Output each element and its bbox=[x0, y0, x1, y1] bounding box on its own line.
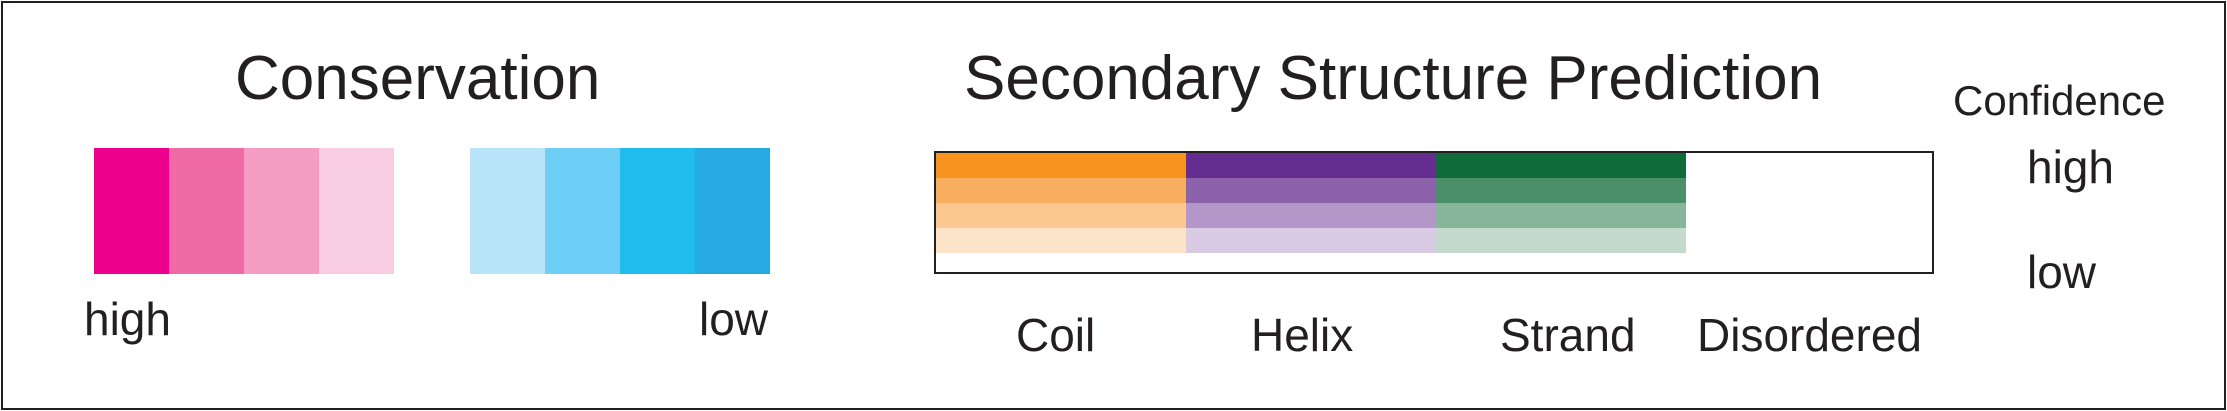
category-label-coil: Coil bbox=[1016, 309, 1096, 361]
coil-confidence-swatch-1 bbox=[936, 153, 1186, 178]
helix-confidence-swatch-2 bbox=[1186, 178, 1436, 203]
confidence-low-label: low bbox=[2027, 246, 2097, 298]
strand-confidence-swatch-2 bbox=[1436, 178, 1686, 203]
coil-confidence-swatch-3 bbox=[936, 203, 1186, 228]
conservation-low-label: low bbox=[699, 293, 769, 345]
coil-confidence-swatch-2 bbox=[936, 178, 1186, 203]
strand-confidence-swatch-4 bbox=[1436, 228, 1686, 253]
category-label-helix: Helix bbox=[1251, 309, 1354, 361]
category-label-disordered: Disordered bbox=[1697, 309, 1922, 361]
secondary-structure-swatch-grid bbox=[934, 151, 1934, 274]
category-label-strand: Strand bbox=[1500, 309, 1636, 361]
conservation-high-swatch-4 bbox=[319, 148, 394, 274]
conservation-high-swatch-3 bbox=[244, 148, 319, 274]
conservation-low-swatch-2 bbox=[545, 148, 620, 274]
conservation-low-swatch-3 bbox=[620, 148, 695, 274]
conservation-title: Conservation bbox=[235, 44, 601, 113]
confidence-title: Confidence bbox=[1953, 77, 2166, 124]
strand-confidence-swatch-3 bbox=[1436, 203, 1686, 228]
helix-confidence-swatch-4 bbox=[1186, 228, 1436, 253]
confidence-high-label: high bbox=[2027, 141, 2114, 193]
helix-confidence-swatch-3 bbox=[1186, 203, 1436, 228]
conservation-low-swatch-4 bbox=[695, 148, 770, 274]
coil-confidence-swatch-4 bbox=[936, 228, 1186, 253]
conservation-high-swatch-2 bbox=[169, 148, 244, 274]
conservation-low-swatch-1 bbox=[470, 148, 545, 274]
conservation-high-swatch-1 bbox=[94, 148, 169, 274]
strand-confidence-swatch-1 bbox=[1436, 153, 1686, 178]
helix-confidence-swatch-1 bbox=[1186, 153, 1436, 178]
secondary-structure-title: Secondary Structure Prediction bbox=[964, 44, 1823, 113]
conservation-high-label: high bbox=[84, 293, 171, 345]
